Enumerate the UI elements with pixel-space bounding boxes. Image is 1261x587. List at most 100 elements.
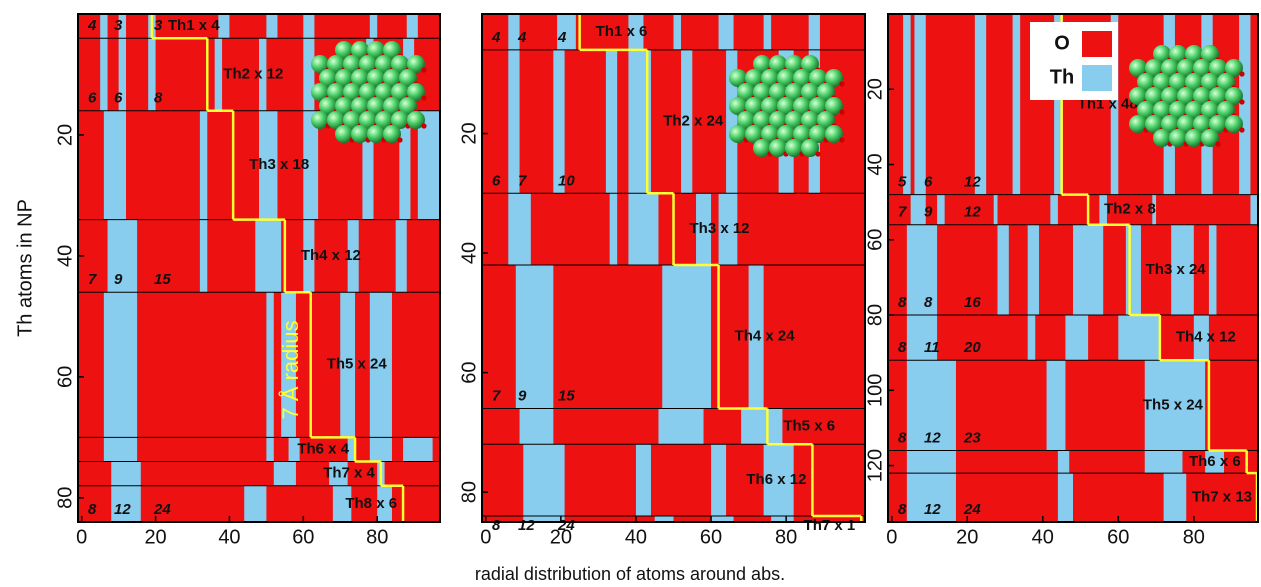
th-band xyxy=(104,292,137,437)
th-band xyxy=(303,14,314,38)
th-band xyxy=(370,14,377,38)
th-band xyxy=(274,462,296,486)
th-band xyxy=(396,220,407,293)
th-band xyxy=(266,292,273,437)
coordination-number: 3 xyxy=(114,17,123,34)
y-tick-label: 40 xyxy=(54,245,76,267)
shell-label: Th1 x 4 xyxy=(168,17,220,34)
x-tick-label: 40 xyxy=(218,526,240,548)
coordination-number: 24 xyxy=(963,501,981,518)
coordination-number: 6 xyxy=(924,174,933,191)
coordination-number: 8 xyxy=(154,90,163,107)
x-tick-label: 20 xyxy=(144,526,166,548)
shell-label: Th5 x 24 xyxy=(1143,396,1204,413)
coordination-number: 12 xyxy=(518,517,535,534)
np-oxygen xyxy=(1239,127,1244,132)
th-band xyxy=(1145,451,1183,474)
shell-label: Th5 x 24 xyxy=(327,356,388,373)
th-band xyxy=(914,14,925,195)
shell-label: Th6 x 12 xyxy=(746,471,806,488)
y-tick-label: 80 xyxy=(864,304,886,326)
y-tick-label: 60 xyxy=(54,366,76,388)
th-band xyxy=(1028,225,1039,315)
shell-label: Th3 x 12 xyxy=(690,220,750,237)
th-band xyxy=(104,437,137,461)
coordination-number: 9 xyxy=(518,387,527,404)
th-band xyxy=(200,111,207,220)
np-oxygen xyxy=(839,137,844,142)
shell-label: Th4 x 24 xyxy=(735,328,796,345)
y-tick-label: 20 xyxy=(54,124,76,146)
legend-label: O xyxy=(1054,32,1070,54)
coordination-number: 4 xyxy=(557,29,567,46)
np-oxygen xyxy=(1239,71,1244,76)
shell-label: Th3 x 18 xyxy=(249,156,309,173)
th-band xyxy=(1058,451,1069,474)
legend-swatch xyxy=(1082,65,1112,91)
th-band xyxy=(907,225,937,315)
y-tick-label: 40 xyxy=(864,153,886,175)
shell-label: Th7 x 13 xyxy=(1192,489,1252,506)
th-band xyxy=(1013,14,1021,195)
np-oxygen xyxy=(421,123,426,128)
shell-label: Th3 x 24 xyxy=(1146,261,1207,278)
th-band xyxy=(1250,195,1258,225)
np-oxygen xyxy=(1215,141,1220,146)
th-band xyxy=(104,111,126,220)
coordination-number: 5 xyxy=(898,174,907,191)
shell-label: Th2 x 24 xyxy=(663,113,724,130)
th-band xyxy=(1164,473,1187,522)
th-band xyxy=(994,195,998,225)
th-band xyxy=(1065,315,1088,360)
th-band xyxy=(266,14,277,38)
coordination-number: 7 xyxy=(492,387,501,404)
coordination-number: 8 xyxy=(898,294,907,311)
th-band xyxy=(523,444,564,516)
th-band xyxy=(403,437,433,461)
y-axis-label: Th atoms in NP xyxy=(14,199,36,337)
shell-label: Th7 x 4 xyxy=(323,465,375,482)
y-tick-label: 20 xyxy=(864,78,886,100)
coordination-number: 12 xyxy=(924,429,941,446)
legend-swatch xyxy=(1082,31,1112,57)
coordination-number: 8 xyxy=(898,339,907,356)
x-tick-label: 80 xyxy=(366,526,388,548)
np-oxygen xyxy=(1239,99,1244,104)
th-band xyxy=(606,50,617,193)
coordination-number: 15 xyxy=(558,387,575,404)
th-band xyxy=(764,14,772,50)
y-tick-label: 120 xyxy=(864,449,886,482)
th-band xyxy=(1050,195,1058,225)
shell-label: Th1 x 6 xyxy=(596,23,648,40)
th-band xyxy=(997,225,1008,315)
th-band xyxy=(1073,225,1103,315)
coordination-number: 8 xyxy=(898,501,907,518)
th-band xyxy=(662,265,711,408)
coordination-number: 6 xyxy=(88,90,97,107)
coordination-number: 24 xyxy=(153,501,171,518)
th-band xyxy=(1028,315,1036,360)
th-band xyxy=(636,444,651,516)
coordination-number: 16 xyxy=(964,294,981,311)
coordination-number: 8 xyxy=(88,501,97,518)
shell-label: Th6 x 6 xyxy=(1189,453,1241,470)
coordination-number: 7 xyxy=(88,271,97,288)
shell-label: Th8 x 6 xyxy=(345,495,397,512)
coordination-number: 4 xyxy=(491,29,501,46)
shell-label: Th7 x 1 xyxy=(804,517,856,534)
th-band xyxy=(370,437,392,461)
th-band xyxy=(1126,225,1141,315)
x-tick-label: 0 xyxy=(480,526,491,548)
x-tick-label: 60 xyxy=(700,526,722,548)
shell-label: Th2 x 8 xyxy=(1104,201,1156,218)
coordination-number: 3 xyxy=(154,17,163,34)
th-band xyxy=(200,220,207,293)
th-band xyxy=(244,486,266,522)
coordination-number: 9 xyxy=(924,204,933,221)
np-oxygen xyxy=(421,67,426,72)
th-band xyxy=(1118,315,1160,360)
np-oxygen xyxy=(397,137,402,142)
th-band xyxy=(658,408,703,444)
y-tick-label: 80 xyxy=(54,487,76,509)
chart: Th1 x 4433Th2 x 12668Th3 x 18Th4 x 12791… xyxy=(0,0,1261,587)
